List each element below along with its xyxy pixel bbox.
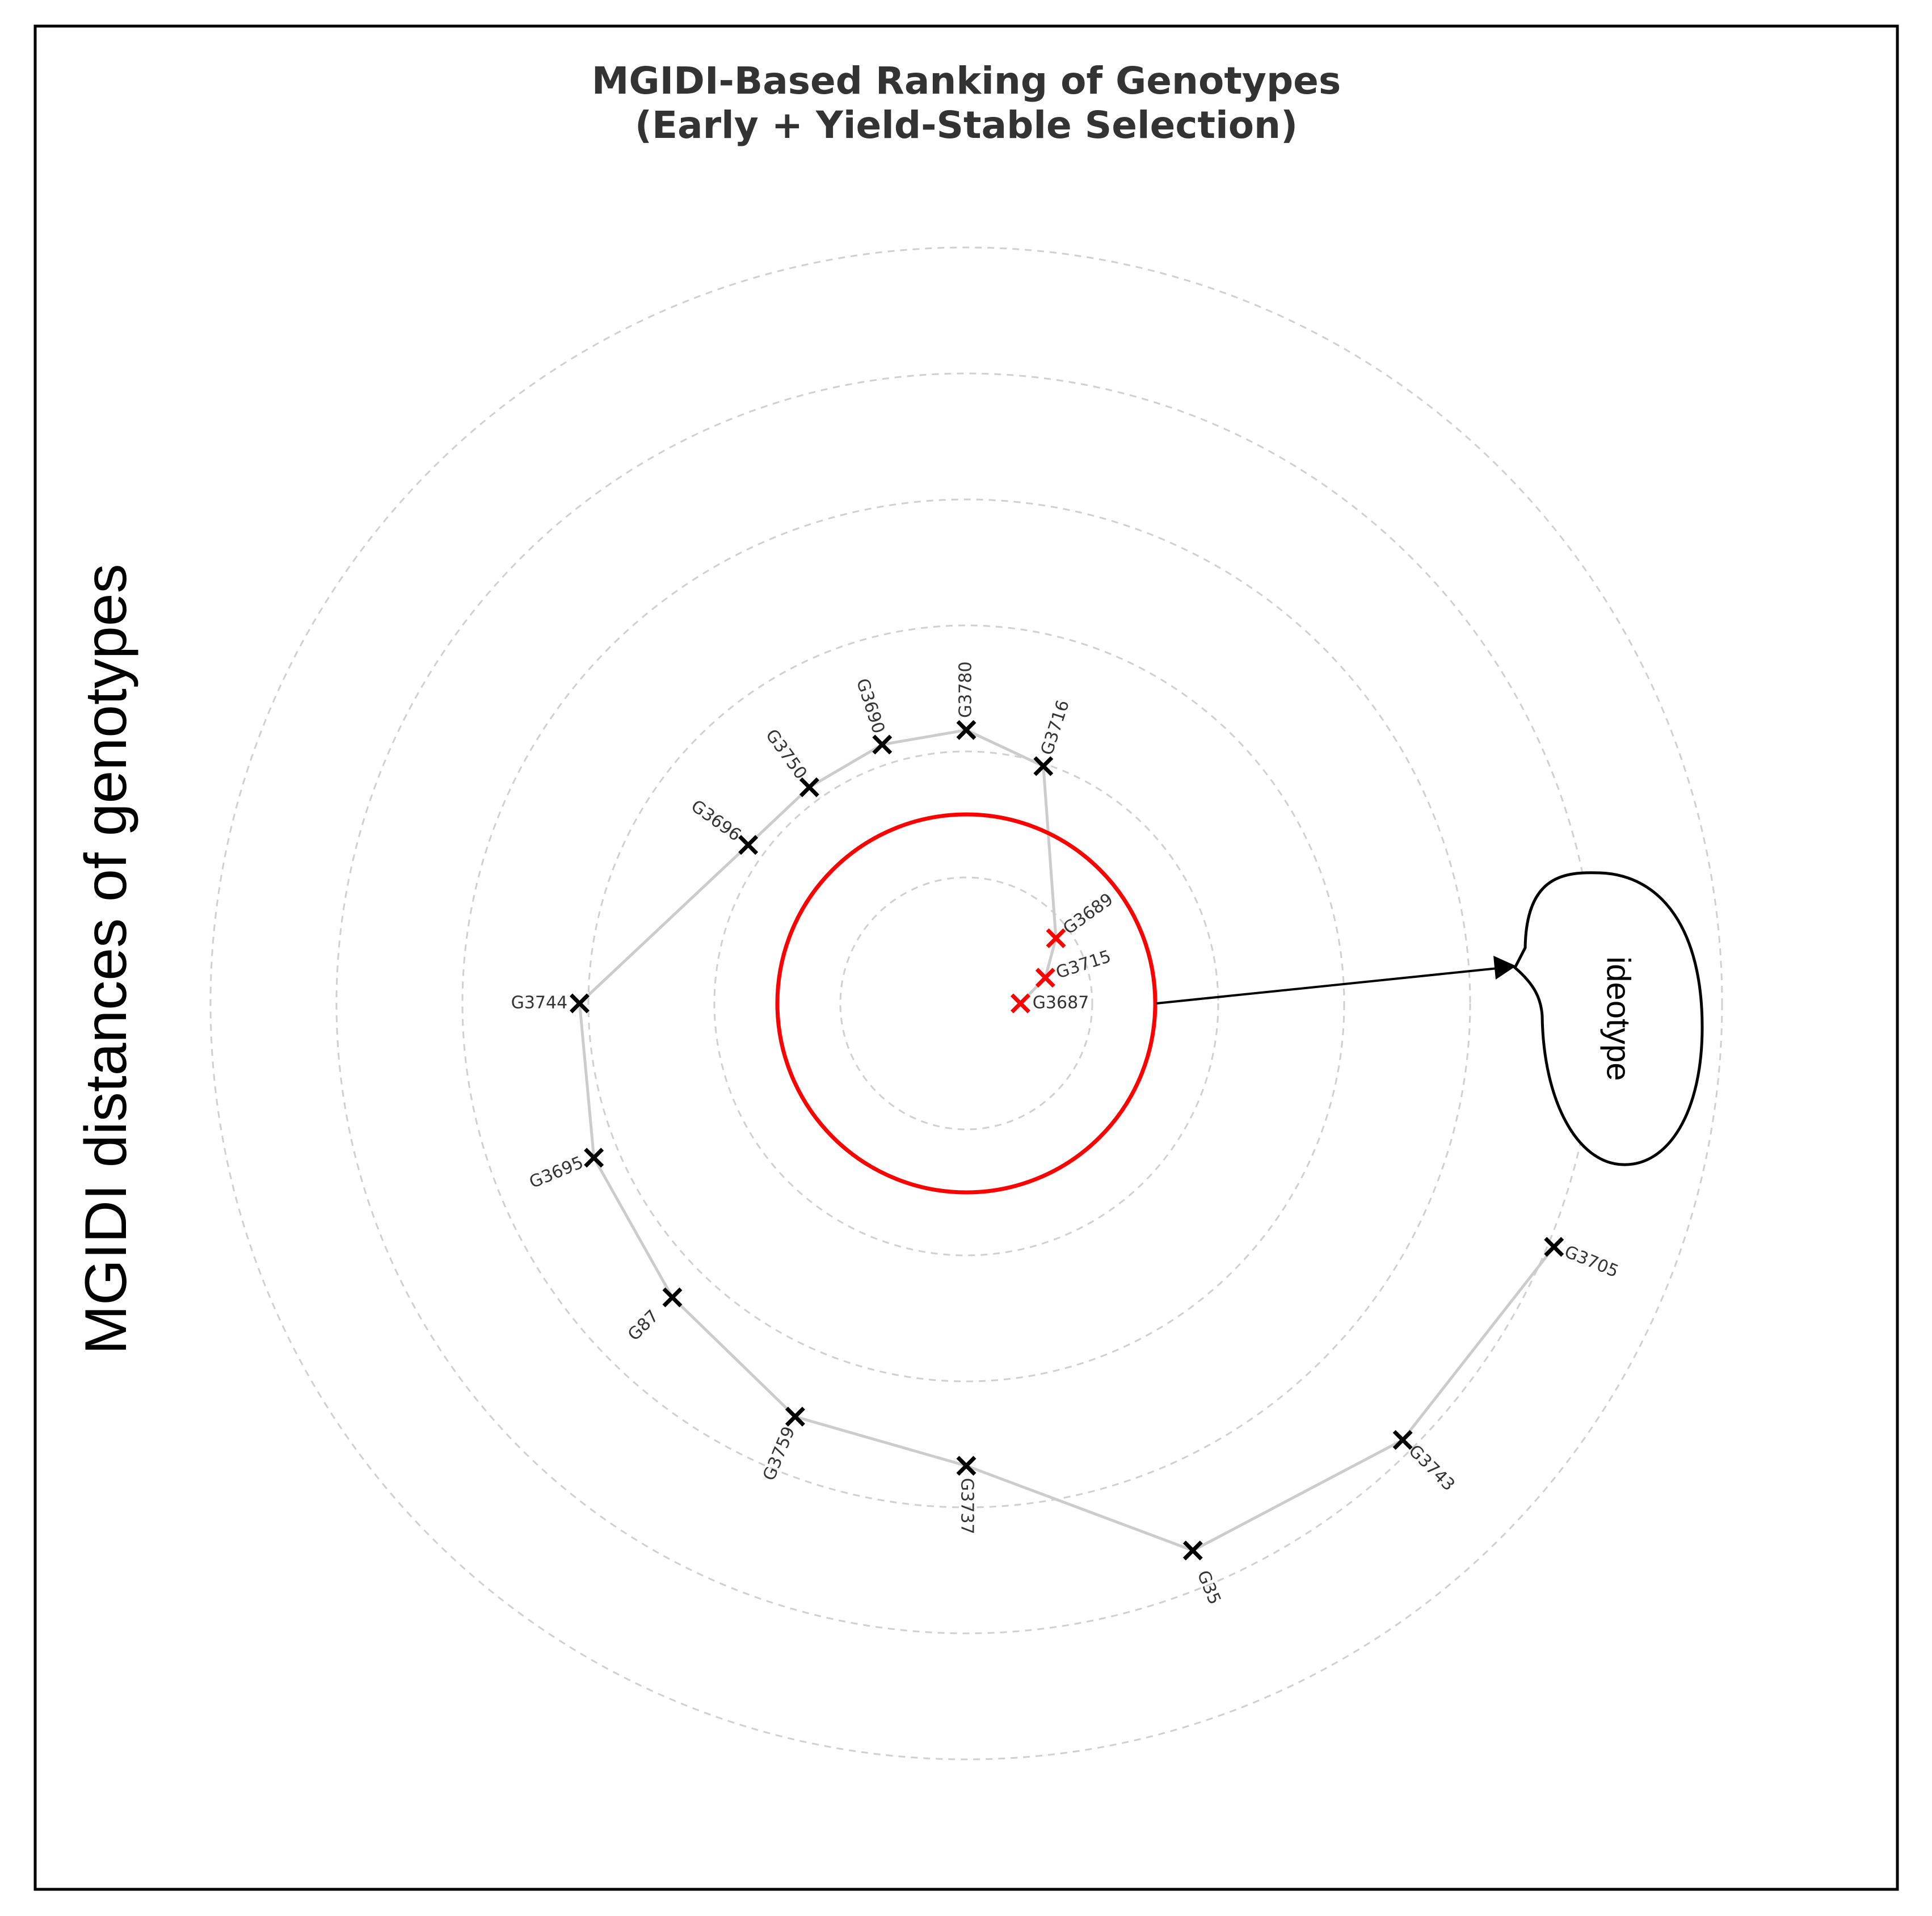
data-point-g3715 [1035,968,1055,988]
selection-cutoff-circle [775,812,1157,1195]
speech-bubble [1513,871,1704,1166]
data-point-g3737 [956,1456,976,1476]
data-point-g3750 [799,777,819,797]
data-point-g87 [662,1287,683,1308]
ideotype-callout: ideotype [1156,871,1704,1166]
data-point-g3759 [785,1406,805,1427]
ideotype-arrowhead [1493,956,1516,980]
genotype-label-g3737: G3737 [957,1478,977,1535]
genotype-points [569,720,1564,1561]
chart-title: MGIDI-Based Ranking of Genotypes (Early +… [592,59,1341,147]
genotype-label-g3687: G3687 [1033,993,1089,1013]
ideotype-label: ideotype [1600,956,1637,1081]
data-point-g3687 [1010,993,1030,1014]
chart-title-line: MGIDI-Based Ranking of Genotypes [592,59,1341,103]
data-point-g3705 [1544,1237,1564,1257]
data-point-g35 [1182,1540,1203,1561]
grid-circle [839,876,1093,1131]
data-point-g3690 [872,734,893,755]
connector-line [578,728,1555,1552]
data-point-g3695 [584,1148,604,1168]
grid-circle [209,246,1723,1760]
genotype-label-g3744: G3744 [511,993,568,1013]
y-axis-label: MGIDI distances of genotypes [73,564,139,1354]
data-point-g3743 [1392,1430,1413,1450]
chart-title-line: (Early + Yield-Stable Selection) [635,103,1298,147]
data-point-g3689 [1046,928,1066,948]
data-point-g3696 [738,835,759,855]
data-point-g3716 [1033,756,1054,776]
grid-circle [587,624,1345,1383]
ideotype-arrow-shaft [1156,967,1499,1005]
radial-grid [209,246,1723,1760]
data-point-g3780 [956,720,976,740]
grid-circle [713,750,1219,1257]
genotype-label-g3780: G3780 [956,661,976,718]
grid-circle [461,498,1471,1509]
data-point-g3744 [569,993,590,1014]
